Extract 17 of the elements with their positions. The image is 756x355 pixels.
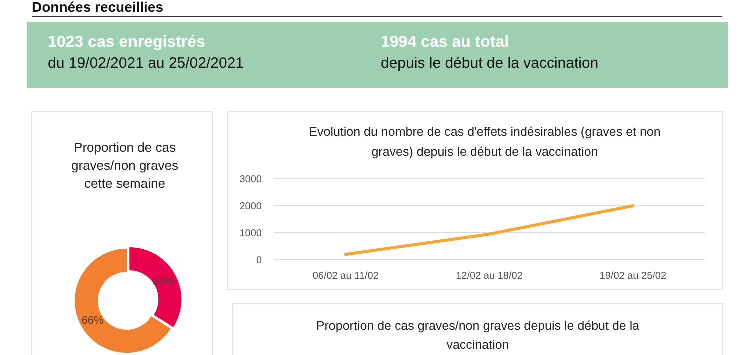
x-tick-label: 06/02 au 11/02	[312, 271, 380, 282]
data-label: 34%	[152, 276, 176, 288]
y-tick-label: 3000	[240, 174, 262, 186]
y-tick-label: 1000	[240, 228, 262, 240]
chart-title: Evolution du nombre de cas d'effets indésirables (graves et non graves) depuis le début de la vaccination	[309, 125, 661, 159]
text: 1994 cas au total	[381, 34, 510, 51]
text: Données recueillies	[32, 0, 164, 15]
y-tick-label: 2000	[240, 202, 262, 212]
data-label: 66%	[82, 314, 104, 327]
text: du 19/02/2021 au 25/02/2021	[48, 55, 244, 72]
text: depuis le début de la vaccination	[381, 55, 599, 72]
chart-title: Proportion de cas graves/non graves cette semaine	[72, 140, 179, 191]
y-tick-label: 0	[256, 256, 262, 266]
text: Proportion de cas graves/non graves depuis le début de la vaccination	[316, 319, 640, 352]
x-tick-label: 12/02 au 18/02	[456, 271, 524, 282]
text: 1023 cas enregistrés	[48, 34, 206, 51]
x-tick-label: 19/02 au 25/02	[600, 271, 667, 282]
